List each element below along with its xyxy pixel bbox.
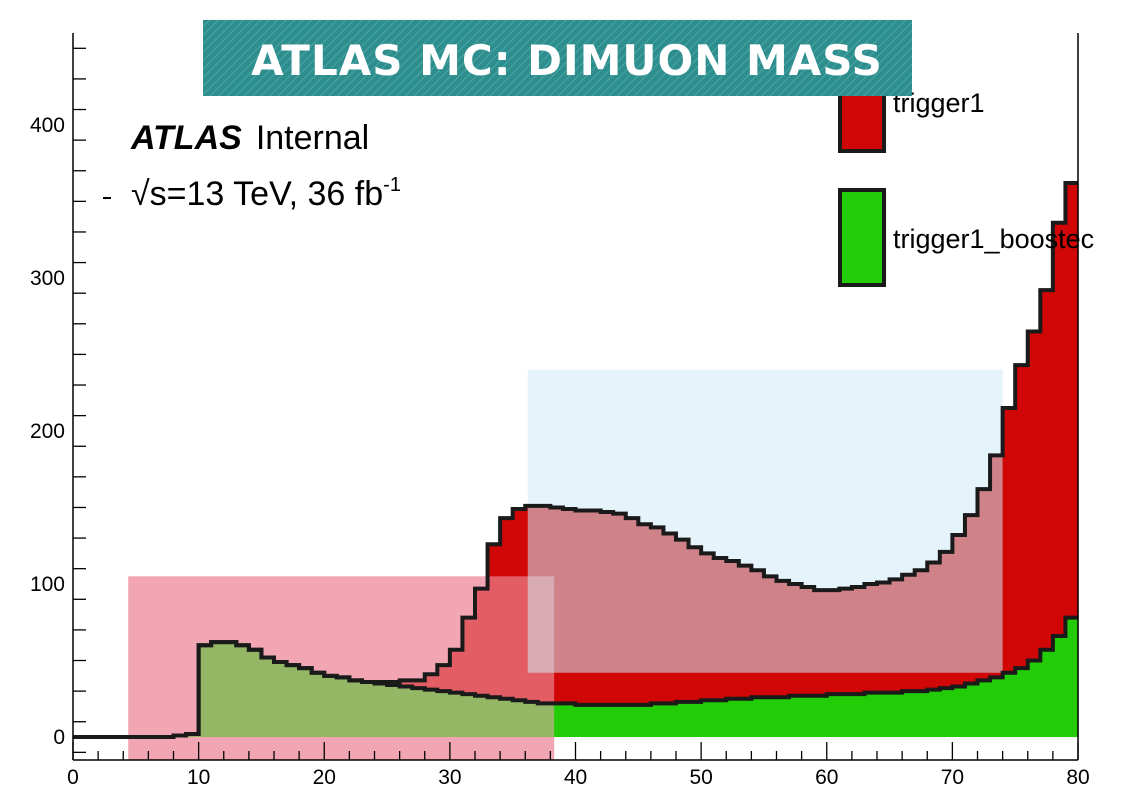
bar-trigger1-boosted	[964, 683, 979, 738]
bar-trigger1-boosted	[952, 686, 966, 738]
y-tick-label: 200	[30, 420, 65, 443]
y-tick-label: 400	[30, 114, 65, 137]
x-tick-label: 20	[313, 766, 336, 789]
histogram-bin	[1052, 222, 1067, 738]
bar-trigger1	[1065, 182, 1079, 618]
bar-trigger1-boosted	[877, 692, 891, 738]
overlay-layer	[73, 180, 1078, 760]
x-tick-label: 60	[815, 766, 838, 789]
title-banner: ATLAS MC: DIMUON MASS	[203, 20, 912, 96]
bar-trigger1-boosted	[839, 694, 853, 738]
bar-trigger1-boosted	[751, 697, 765, 738]
bar-trigger1-boosted	[1002, 672, 1016, 738]
bar-trigger1-boosted	[562, 703, 577, 738]
bar-trigger1-boosted	[1052, 636, 1067, 738]
bar-trigger1-boosted	[688, 701, 702, 738]
bar-trigger1-boosted	[927, 689, 941, 738]
y-tick-label: 100	[30, 573, 65, 596]
x-tick-label: 80	[1066, 766, 1089, 789]
legend: trigger1 trigger1_boostec	[838, 60, 1094, 287]
bar-trigger1-boosted	[1065, 617, 1079, 738]
y-tick-label: 300	[30, 267, 65, 290]
bar-trigger1-boosted	[613, 704, 627, 738]
histogram-bin	[1065, 182, 1079, 738]
legend-label-trigger1-boosted: trigger1_boostec	[893, 224, 1094, 254]
bar-trigger1-boosted	[650, 703, 665, 738]
chart-title: ATLAS MC: DIMUON MASS	[251, 36, 883, 85]
bar-trigger1-boosted	[1027, 660, 1041, 738]
bar-trigger1-boosted	[588, 704, 602, 738]
atlas-experiment-label: ATLAS	[130, 119, 242, 157]
bar-trigger1-boosted	[701, 700, 715, 738]
bar-trigger1-boosted	[713, 700, 727, 738]
bar-trigger1	[1015, 365, 1029, 669]
bar-trigger1-boosted	[776, 697, 790, 738]
svg-text:√s=13 TeV, 36 fb-1: √s=13 TeV, 36 fb-1	[131, 174, 401, 213]
bar-trigger1-boosted	[801, 695, 815, 738]
x-tick-label: 40	[564, 766, 587, 789]
highlight-region-blue	[527, 369, 1003, 673]
outline-trigger1	[73, 180, 1078, 740]
bar-trigger1	[1052, 222, 1067, 637]
bar-trigger1-boosted	[789, 695, 803, 738]
bar-trigger1-boosted	[625, 704, 639, 738]
bar-trigger1-boosted	[977, 680, 991, 738]
bar-trigger1-boosted	[990, 677, 1004, 738]
bar-trigger1-boosted	[851, 694, 866, 738]
axes-layer: 0 10 20 30 40 50 60 70 80 0 100 200 300 400	[30, 33, 1090, 789]
bar-trigger1-boosted	[864, 692, 878, 738]
legend-swatch-trigger1-boosted	[838, 188, 886, 287]
x-tick-label: 70	[941, 766, 964, 789]
bar-trigger1-boosted	[1015, 668, 1029, 738]
bar-trigger1-boosted	[738, 698, 752, 738]
bar-trigger1-boosted	[726, 698, 740, 738]
histogram-bin	[1015, 365, 1029, 738]
x-tick-label: 10	[187, 766, 210, 789]
title-banner-background	[203, 20, 912, 96]
bar-trigger1-boosted	[763, 697, 778, 738]
x-tick-label: 50	[689, 766, 712, 789]
bar-trigger1-boosted	[1040, 649, 1054, 738]
bar-trigger1-boosted	[676, 701, 690, 738]
bar-trigger1-boosted	[939, 688, 953, 738]
histogram-bin	[1002, 407, 1016, 738]
atlas-status-label: Internal	[256, 119, 369, 157]
bar-trigger1-boosted	[826, 694, 840, 738]
x-tick-label: 30	[438, 766, 461, 789]
histogram-bin	[1040, 290, 1054, 738]
y-tick-label: 0	[53, 726, 65, 749]
bar-trigger1-boosted	[914, 691, 928, 738]
x-tick-label: 0	[67, 766, 79, 789]
bar-trigger1-boosted	[663, 703, 677, 738]
bar-trigger1-boosted	[889, 692, 903, 738]
energy-lumi-exponent: -1	[383, 174, 401, 196]
bar-trigger1	[1002, 407, 1016, 673]
bar-trigger1-boosted	[575, 704, 589, 738]
bar-trigger1-boosted	[638, 704, 652, 738]
bar-trigger1	[1040, 290, 1054, 650]
histogram-bin	[1027, 331, 1041, 738]
bar-trigger1	[1027, 331, 1041, 661]
bar-trigger1-boosted	[814, 695, 828, 738]
energy-lumi-label: √s=13 TeV, 36 fb	[131, 175, 383, 213]
bar-trigger1-boosted	[600, 704, 614, 738]
atlas-label: ATLAS Internal √s=13 TeV, 36 fb-1	[103, 119, 401, 213]
bar-trigger1-boosted	[902, 691, 916, 738]
